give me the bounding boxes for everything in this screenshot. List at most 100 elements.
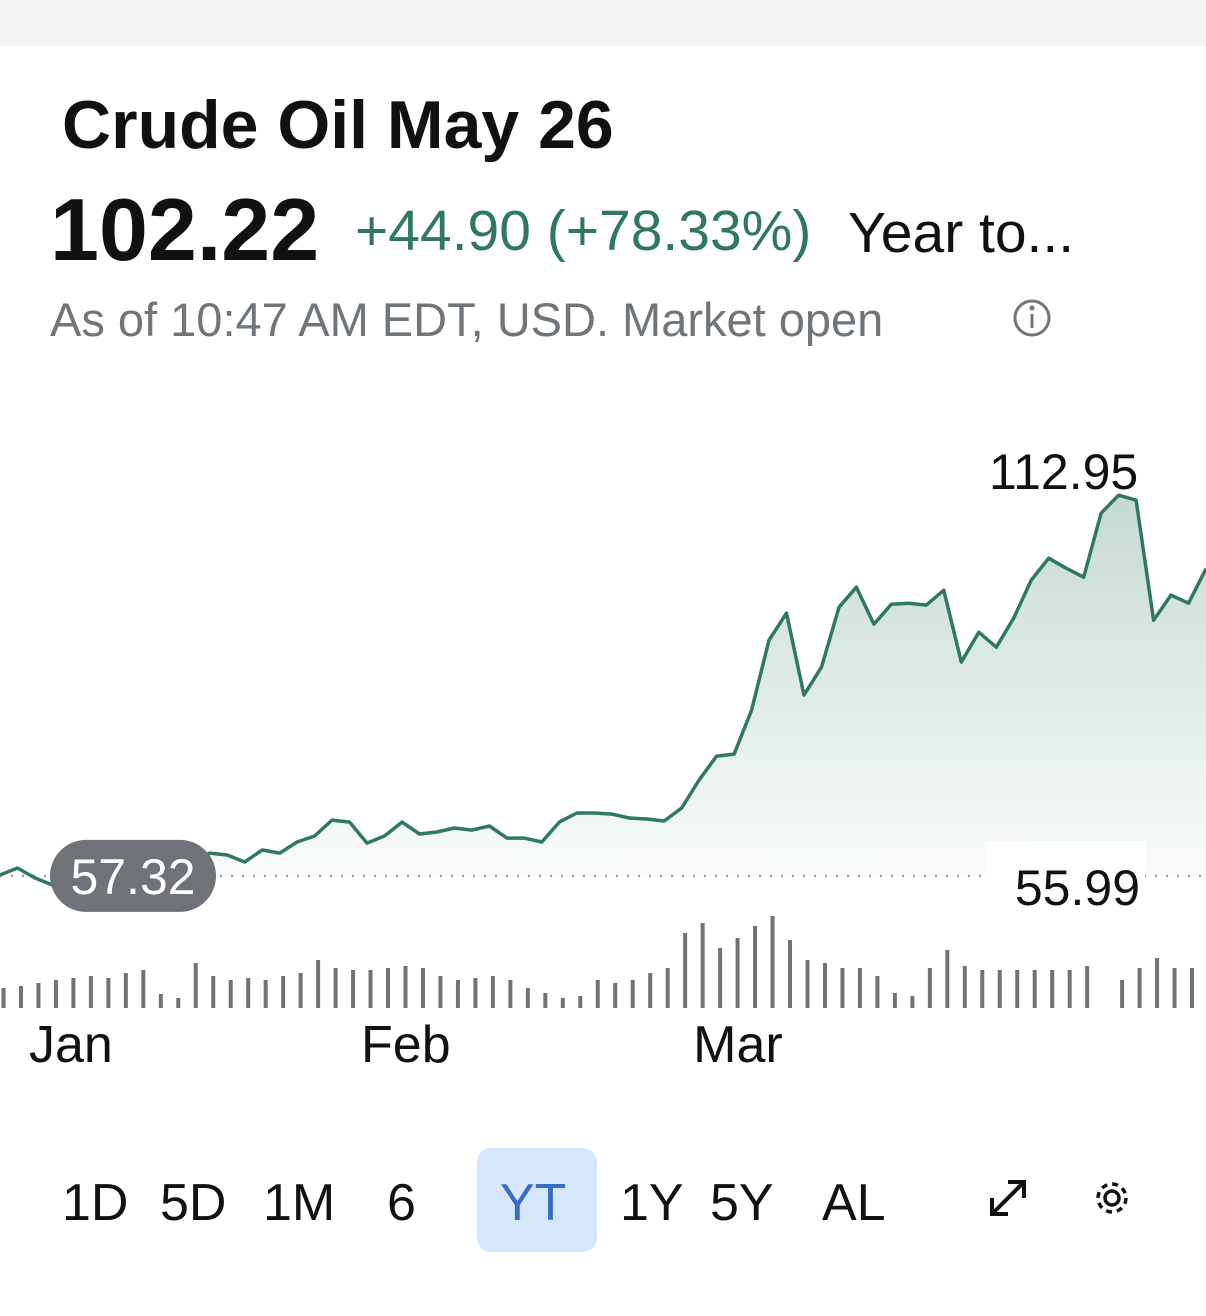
range-button-label: 6 <box>387 1174 416 1232</box>
range-button[interactable]: 5D <box>160 1174 226 1232</box>
range-button[interactable]: YT <box>477 1148 597 1252</box>
info-icon[interactable] <box>1013 299 1051 337</box>
volume-bar <box>962 966 967 1008</box>
volume-bar <box>246 978 251 1008</box>
volume-bar <box>18 986 23 1008</box>
range-button-label: 5D <box>160 1174 226 1232</box>
volume-bar <box>123 973 128 1008</box>
volume-bar <box>700 923 705 1008</box>
volume-bar <box>735 938 740 1008</box>
volume-bar <box>1190 968 1195 1008</box>
volume-bar <box>211 976 216 1008</box>
range-button-bg <box>477 1148 597 1252</box>
volume-bar <box>281 976 286 1008</box>
change: +44.90 (+78.33%) <box>355 199 811 263</box>
low-label: 55.99 <box>1015 860 1140 916</box>
high-label: 112.95 <box>989 444 1138 500</box>
volume-bar <box>316 960 321 1008</box>
volume-bar <box>683 933 688 1008</box>
volume-bar <box>1120 980 1125 1008</box>
range-button[interactable]: 6 <box>387 1174 416 1232</box>
volume-bar <box>333 968 338 1008</box>
volume-bar <box>892 993 897 1008</box>
volume-bar <box>1015 970 1020 1008</box>
price: 102.22 <box>50 180 319 279</box>
volume-bar <box>857 968 862 1008</box>
volume-bar <box>298 973 303 1008</box>
volume-bar <box>840 968 845 1008</box>
volume-bar <box>875 976 880 1008</box>
range-button-label: 1Y <box>620 1174 684 1232</box>
low-label-bg <box>985 841 1145 902</box>
volume-bar <box>910 996 915 1008</box>
volume-bar <box>980 970 985 1008</box>
volume-bar <box>403 966 408 1008</box>
area <box>0 495 1206 885</box>
volume-bar <box>630 980 635 1008</box>
range-button[interactable]: 5Y <box>710 1174 774 1232</box>
volume-bar <box>351 970 356 1008</box>
volume-bar <box>1085 966 1090 1008</box>
volume-bar <box>718 948 723 1008</box>
volume-bar <box>753 926 758 1008</box>
settings-icon[interactable] <box>1096 1182 1128 1214</box>
volume-bar <box>543 993 548 1008</box>
range-button[interactable]: 1M <box>263 1174 335 1232</box>
volume-bar <box>106 978 111 1008</box>
volume-bar <box>788 940 793 1008</box>
volume-bar <box>1 988 6 1008</box>
volume-bar <box>438 976 443 1008</box>
range-button-label: AL <box>822 1174 886 1232</box>
volume-bar <box>648 973 653 1008</box>
volume-bar <box>368 970 373 1008</box>
volume-bar <box>1032 970 1037 1008</box>
range-button[interactable]: 1Y <box>620 1174 684 1232</box>
x-tick-label: Jan <box>29 1016 113 1074</box>
volume-bar <box>1050 970 1055 1008</box>
period: Year to... <box>848 201 1074 265</box>
volume-bar <box>228 980 233 1008</box>
volume-bar <box>386 968 391 1008</box>
volume-bar <box>997 970 1002 1008</box>
volume-bar <box>665 968 670 1008</box>
volume-bar <box>158 994 163 1008</box>
volume-bar <box>945 950 950 1008</box>
x-tick-label: Feb <box>361 1016 451 1074</box>
volume-bar <box>455 980 460 1008</box>
volume-bar <box>490 976 495 1008</box>
range-button[interactable]: AL <box>822 1174 886 1232</box>
volume-bar <box>88 976 93 1008</box>
volume-bar <box>473 978 478 1008</box>
volume-bar <box>525 988 530 1008</box>
volume-bar <box>141 970 146 1008</box>
volume-bar <box>927 968 932 1008</box>
volume-bar <box>560 998 565 1008</box>
range-button-label: 1D <box>62 1174 128 1232</box>
volume-bar <box>578 996 583 1008</box>
volume-bar <box>1137 968 1142 1008</box>
volume-bar <box>595 980 600 1008</box>
volume-bar <box>1172 968 1177 1008</box>
volume-bar <box>420 968 425 1008</box>
top-bar <box>0 0 1206 46</box>
volume-bar <box>508 980 513 1008</box>
volume-bar <box>613 983 618 1008</box>
volume-bar <box>770 916 775 1008</box>
volume-bar <box>71 978 76 1008</box>
x-tick-label: Mar <box>693 1016 783 1074</box>
previous-close-label: 57.32 <box>70 849 195 905</box>
range-button-label: YT <box>500 1174 566 1232</box>
volume-bar <box>822 963 827 1008</box>
range-button-label: 5Y <box>710 1174 774 1232</box>
expand-icon[interactable] <box>990 1180 1026 1216</box>
volume-bar <box>53 980 58 1008</box>
volume-bar <box>1067 970 1072 1008</box>
range-button[interactable]: 1D <box>62 1174 128 1232</box>
volume-bar <box>176 998 181 1008</box>
volume-bar <box>805 960 810 1008</box>
range-button-label: 1M <box>263 1174 335 1232</box>
previous-close-pill <box>50 839 216 912</box>
volume-bar <box>263 980 268 1008</box>
volume-bar <box>193 963 198 1008</box>
